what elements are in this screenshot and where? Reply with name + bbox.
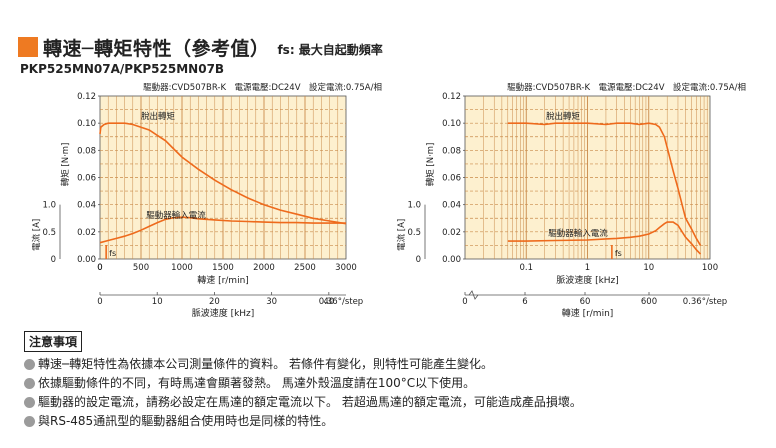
notes-title: 注意事項 [24,331,83,352]
secondary-axis-tick-label: 6 [522,297,527,307]
x-tick-label: 0 [97,263,102,273]
secondary-axis-tick-label: 20 [209,297,220,307]
note-item: 驅動器的設定電流，請務必設定在馬達的額定電流以下。 若超過馬達的額定電流，可能造… [24,393,764,412]
x-tick-label: 1000 [171,263,193,273]
fs-label: fs [615,249,622,258]
bullet-icon [24,416,35,427]
secondary-axis-tick-label: 0 [462,297,467,307]
chart-conditions: 驅動器:CVD507BR-K 電源電壓:DC24V 設定電流:0.75A/相 [507,82,746,93]
y-tick-label: 0.06 [442,174,461,184]
x-tick-label: 10 [643,263,654,273]
pullout-torque-label: 脫出轉矩 [546,111,581,122]
y2-tick-label: 0 [51,255,56,265]
secondary-axis-tick-label: 40 [323,297,334,307]
page-subtitle: fs: 最大自起動頻率 [277,42,383,57]
y2-tick-label: 1.0 [42,201,56,211]
section-header: 轉速─轉矩特性（參考值） fs: 最大自起動頻率 [18,34,383,60]
secondary-axis-label: 脈波速度 [kHz] [192,307,255,319]
y2-tick-label: 0.5 [42,228,56,238]
x-tick-label: 0 [97,263,102,273]
bullet-icon [24,359,35,370]
note-text: 與RS-485通訊型的驅動器組合使用時也是同樣的特性。 [38,414,334,428]
pullout-torque-label: 脫出轉矩 [141,111,176,122]
y-tick-label: 0.06 [77,174,96,184]
bullet-icon [24,378,35,389]
model-name: PKP525MN07A/PKP525MN07B [20,62,225,76]
y-tick-label: 0.08 [77,146,96,156]
note-text: 驅動器的設定電流，請務必設定在馬達的額定電流以下。 若超過馬達的額定電流，可能造… [38,395,582,409]
note-text: 依據驅動條件的不同，有時馬達會顯著發熱。 馬達外殼溫度請在100°C以下使用。 [38,376,476,390]
notes-section: 注意事項 轉速─轉矩特性為依據本公司測量條件的資料。 若條件有變化，則特性可能產… [24,331,764,431]
y-tick-label: 0.04 [442,201,461,211]
y2-axis-label: 電流 [A] [396,219,407,251]
x-tick-label: 100 [702,263,718,273]
note-item: 轉速─轉矩特性為依據本公司測量條件的資料。 若條件有變化，則特性可能產生變化。 [24,355,764,374]
secondary-axis-step-label: 0.36°/step [319,297,363,307]
axis-break-icon [468,290,479,300]
x-axis-label: 轉速 [r/min] [197,274,249,286]
pullout-torque-line [507,122,702,246]
y-tick-label: 0.00 [77,255,96,265]
y-tick-label: 0.10 [442,119,461,129]
y2-tick-label: 0.5 [407,228,421,238]
input-current-label: 驅動器輸入電流 [548,228,608,239]
note-item: 依據驅動條件的不同，有時馬達會顯著發熱。 馬達外殼溫度請在100°C以下使用。 [24,374,764,393]
chart-conditions: 驅動器:CVD507BR-K 電源電壓:DC24V 設定電流:0.75A/相 [143,82,382,93]
x-tick-label: 1500 [212,263,234,273]
secondary-axis-tick-label: 30 [266,297,277,307]
x-tick-label: 2000 [253,263,275,273]
secondary-axis-tick-label: 600 [641,297,657,307]
note-text: 轉速─轉矩特性為依據本公司測量條件的資料。 若條件有變化，則特性可能產生變化。 [38,357,494,371]
note-item: 與RS-485通訊型的驅動器組合使用時也是同樣的特性。 [24,412,764,431]
y-tick-label: 0.02 [77,228,96,238]
y-tick-label: 0.04 [77,201,96,211]
secondary-axis-tick-label: 10 [152,297,163,307]
y2-tick-label: 1.0 [407,201,421,211]
y-tick-label: 0.08 [442,146,461,156]
y-tick-label: 0.00 [442,255,461,265]
y-tick-label: 0.12 [77,92,96,102]
y-axis-label: 轉矩 [N·m] [60,143,71,187]
input-current-line [99,216,346,244]
y-tick-label: 0.12 [442,92,461,102]
x-tick-label: 0.1 [519,263,533,273]
charts-area: 驅動器:CVD507BR-K 電源電壓:DC24V 設定電流:0.75A/相 0.… [31,82,746,319]
fs-label: fs [109,249,116,258]
input-current-line [507,221,702,255]
secondary-axis-tick-label: 0 [97,297,102,307]
header-square-icon [18,37,38,57]
x-tick-label: 3000 [335,263,357,273]
x-tick-label: 1 [585,263,590,273]
secondary-axis-label: 轉速 [r/min] [562,307,614,319]
input-current-label: 驅動器輸入電流 [146,210,206,221]
secondary-axis-step-label: 0.36°/step [683,297,727,307]
bullet-icon [24,397,35,408]
y-tick-label: 0.10 [77,119,96,129]
secondary-axis-tick-label: 60 [580,297,591,307]
y2-axis-label: 電流 [A] [31,219,42,251]
x-tick-label: 500 [133,263,149,273]
y-tick-label: 0.02 [442,228,461,238]
page-title: 轉速─轉矩特性（參考值） [43,37,270,60]
y-axis-label: 轉矩 [N·m] [425,143,436,187]
x-axis-label: 脈波速度 [kHz] [556,274,619,286]
pullout-torque-line [99,122,347,225]
x-tick-label: 2500 [294,263,316,273]
y2-tick-label: 0 [416,255,421,265]
